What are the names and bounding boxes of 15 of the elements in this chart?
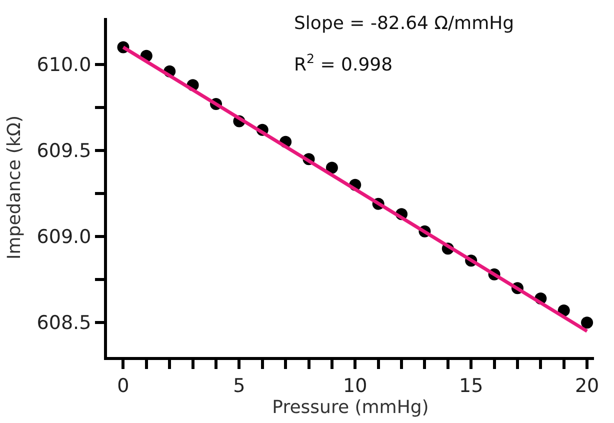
point: [581, 316, 594, 329]
y-tick-label: 608.5: [36, 312, 92, 334]
y-tick-label: 609.0: [36, 226, 92, 248]
y-axis-title: Impedance (kΩ): [4, 115, 25, 260]
x-axis-title: Pressure (mmHg): [272, 396, 429, 418]
annotation: R$^{2}$ = 0.998: [294, 51, 393, 76]
y-tick-label: 609.5: [36, 140, 92, 162]
x-tick-label: 5: [233, 374, 246, 397]
x-tick-label: 15: [458, 374, 484, 397]
y-tick-label: 610.0: [36, 54, 92, 76]
annotation: Slope = -82.64 Ω/mmHg: [294, 13, 514, 34]
x-tick-label: 10: [343, 374, 368, 397]
x-tick-label: 0: [117, 374, 130, 397]
point: [326, 162, 338, 174]
x-tick-label: 20: [574, 374, 600, 397]
